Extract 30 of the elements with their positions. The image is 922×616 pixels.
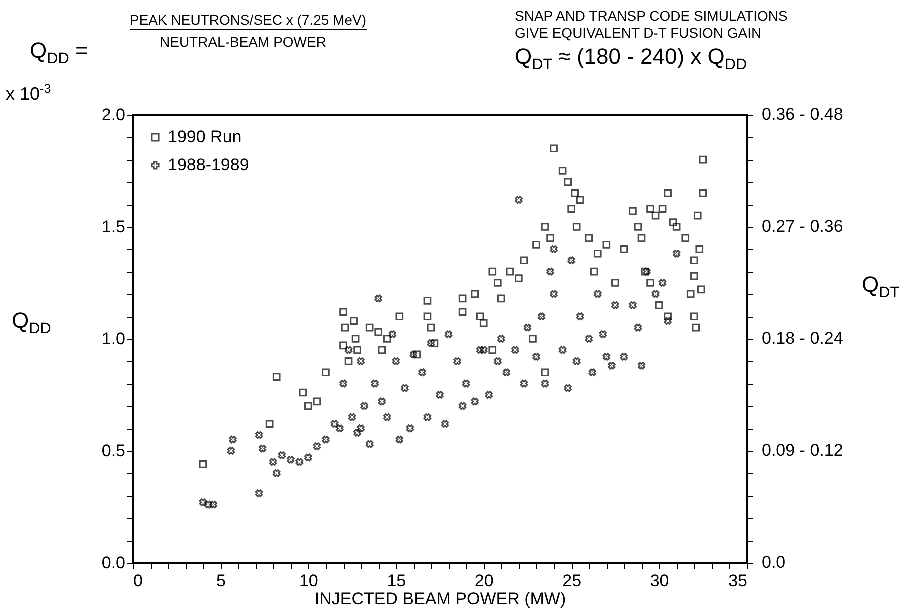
text: 0.36 - 0.48 <box>762 105 844 125</box>
text: 0.18 - 0.24 <box>762 329 844 349</box>
x-tick-label: 20 <box>474 572 494 590</box>
x-tick-label: 10 <box>299 572 318 590</box>
text: SNAP AND TRANSP CODE SIMULATIONS <box>515 8 788 24</box>
text: x 10$^{-3}$ <box>6 82 52 105</box>
legend-label: 1988-1989 <box>168 156 250 174</box>
x-axis-title: INJECTED BEAM POWER (MW) <box>314 590 566 608</box>
text: 0.09 - 0.12 <box>762 441 844 461</box>
x-tick-label: 5 <box>216 572 226 590</box>
text: NEUTRAL-BEAM POWER <box>160 34 326 50</box>
y-tick-label: 0.5 <box>102 442 126 460</box>
y-tick-label: 2.0 <box>102 106 126 124</box>
legend-label: 1990 Run <box>168 128 242 146</box>
y-tick-label: 1.5 <box>102 218 126 236</box>
text: Q$_{DT}$ <box>862 272 900 302</box>
y-tick-label: 1.0 <box>102 330 126 348</box>
x-tick-label: 15 <box>387 572 406 590</box>
y-tick-label: 0.0 <box>102 554 126 572</box>
text: 0.0 <box>762 553 786 573</box>
text: GIVE EQUIVALENT D-T FUSION GAIN <box>515 25 762 41</box>
text: Q$_{DD}$ = <box>30 38 88 68</box>
y-axis-title: Q$_{DD}$ <box>12 308 52 338</box>
text: Q$_{DT}$ ≈ (180 - 240) x Q$_{DD}$ <box>515 44 748 74</box>
x-tick-label: 0 <box>134 572 143 590</box>
text: 0.27 - 0.36 <box>762 217 844 237</box>
x-tick-label: 25 <box>562 572 582 590</box>
x-tick-label: 35 <box>728 572 748 590</box>
text: PEAK NEUTRONS/SEC x (7.25 MeV) <box>130 12 367 30</box>
x-tick-label: 30 <box>650 572 670 590</box>
